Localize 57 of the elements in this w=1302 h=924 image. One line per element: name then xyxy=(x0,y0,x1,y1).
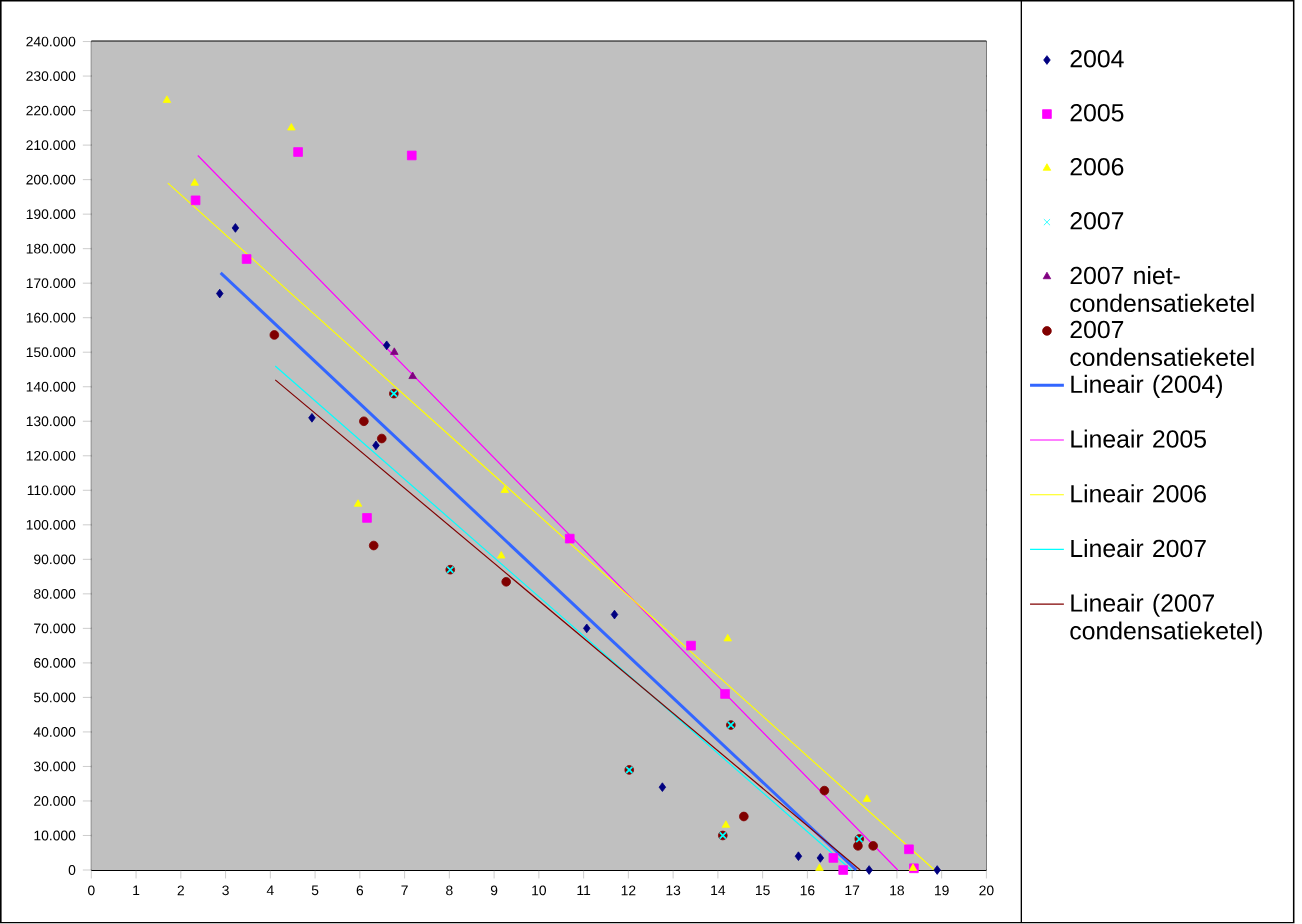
x-tick-label: 8 xyxy=(446,885,453,896)
legend-label: 2007 xyxy=(1070,212,1124,230)
legend-label: Lineair 2005 xyxy=(1071,429,1206,448)
legend-label: 2007 niet-condensatieketel xyxy=(1070,266,1254,313)
x-tick-label: 3 xyxy=(222,885,229,896)
legend-label: 2004 xyxy=(1070,50,1124,68)
legend-label: Lineair (2004) xyxy=(1071,375,1222,399)
y-tick-label: 80.000 xyxy=(34,589,76,599)
x-tick-label: 14 xyxy=(711,885,726,896)
y-tick-label: 120.000 xyxy=(26,451,76,461)
x-tick-label: 17 xyxy=(845,885,860,896)
y-tick-label: 210.000 xyxy=(26,140,76,151)
y-tick-label: 100.000 xyxy=(26,520,76,530)
y-tick-label: 110.000 xyxy=(27,485,76,496)
y-tick-label: 170.000 xyxy=(26,278,76,289)
x-tick-label: 7 xyxy=(401,885,408,896)
y-tick-label: 50.000 xyxy=(33,692,76,703)
y-tick-label: 90.000 xyxy=(34,554,76,565)
x-tick-label: 4 xyxy=(266,885,274,896)
y-tick-label: 40.000 xyxy=(33,727,76,738)
x-tick-label: 15 xyxy=(755,885,770,896)
y-tick-label: 160.000 xyxy=(26,313,76,323)
y-tick-label: 130.000 xyxy=(26,416,76,427)
legend-label: 2007 condensatieketel xyxy=(1070,321,1254,367)
x-tick-label: 19 xyxy=(934,885,949,896)
y-tick-label: 220.000 xyxy=(26,105,76,116)
x-tick-label: 1 xyxy=(133,885,140,896)
x-tick-label: 20 xyxy=(979,885,994,896)
x-tick-label: 10 xyxy=(532,885,547,896)
y-tick-label: 180.000 xyxy=(26,244,76,254)
y-tick-label: 30.000 xyxy=(33,761,76,772)
legend-label: 2005 xyxy=(1070,104,1124,122)
x-tick-label: 16 xyxy=(800,885,815,896)
y-tick-label: 60.000 xyxy=(34,658,76,669)
legend-label: Lineair (2007 condensatieketel) xyxy=(1070,593,1262,645)
y-tick-label: 200.000 xyxy=(26,174,76,185)
y-tick-label: 190.000 xyxy=(26,209,76,220)
x-tick-label: 0 xyxy=(87,885,95,896)
y-tick-label: 240.000 xyxy=(26,36,76,47)
legend-label: Lineair 2006 xyxy=(1071,484,1206,503)
x-tick-label: 13 xyxy=(666,885,681,896)
legend-label: 2006 xyxy=(1070,158,1124,176)
y-tick-label: 20.000 xyxy=(34,796,76,807)
y-tick-label: 140.000 xyxy=(26,382,76,392)
x-tick-label: 2 xyxy=(177,885,184,896)
x-tick-label: 11 xyxy=(577,885,591,896)
y-tick-label: 230.000 xyxy=(26,71,76,82)
x-tick-label: 12 xyxy=(621,885,636,896)
y-tick-label: 150.000 xyxy=(26,347,76,358)
y-tick-label: 0 xyxy=(68,865,76,876)
x-tick-label: 6 xyxy=(356,885,364,896)
y-tick-label: 10.000 xyxy=(34,830,76,841)
legend-label: Lineair 2007 xyxy=(1071,539,1206,558)
y-tick-label: 70.000 xyxy=(34,623,76,634)
x-tick-label: 5 xyxy=(311,885,319,896)
x-tick-label: 9 xyxy=(490,885,498,896)
x-tick-label: 18 xyxy=(890,885,905,896)
